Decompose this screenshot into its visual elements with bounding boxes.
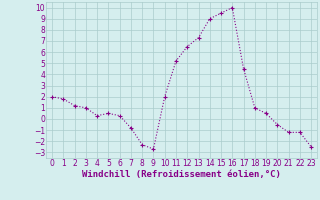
X-axis label: Windchill (Refroidissement éolien,°C): Windchill (Refroidissement éolien,°C) [82,170,281,179]
